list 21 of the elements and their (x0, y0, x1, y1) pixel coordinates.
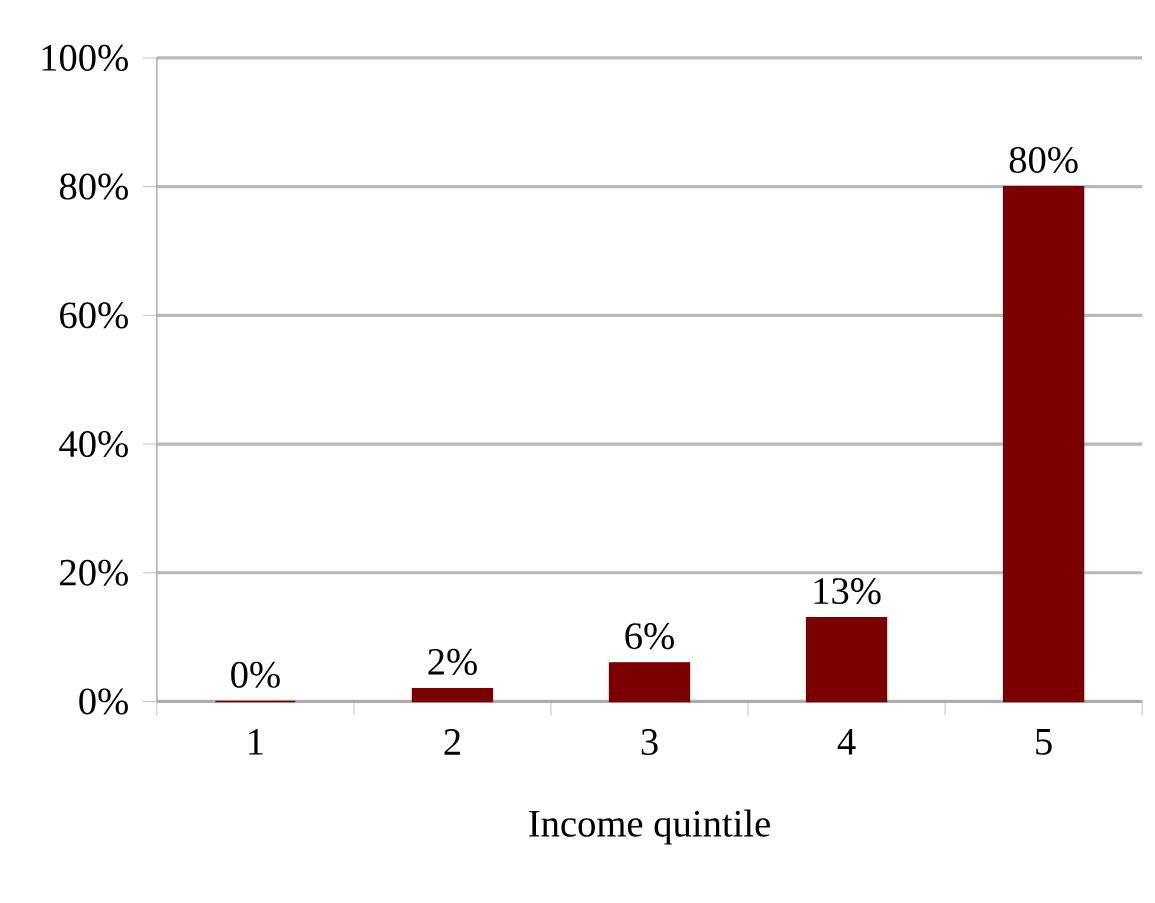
data-label: 2% (428, 648, 477, 675)
bar (411, 687, 494, 703)
data-label: 0% (231, 661, 280, 688)
bar (1002, 185, 1085, 703)
y-tick-label: 0% (79, 688, 128, 715)
x-tick-label: 3 (641, 728, 658, 755)
y-tick-label: 40% (59, 430, 128, 457)
x-tick-label: 1 (249, 728, 263, 755)
x-tick-label: 5 (1036, 728, 1052, 755)
x-tick-label: 4 (837, 728, 856, 755)
x-axis-title: Income quintile (529, 809, 770, 845)
data-label: 6% (625, 622, 674, 650)
y-tick-label: 80% (59, 173, 128, 200)
x-tick-label: 2 (444, 728, 460, 755)
bar (608, 661, 691, 703)
y-tick-label: 20% (60, 559, 128, 586)
data-label: 80% (1009, 146, 1078, 173)
y-tick-label: 60% (60, 302, 128, 329)
data-label: 13% (814, 577, 881, 605)
bar (805, 616, 888, 703)
y-tick-label: 100% (42, 44, 128, 71)
